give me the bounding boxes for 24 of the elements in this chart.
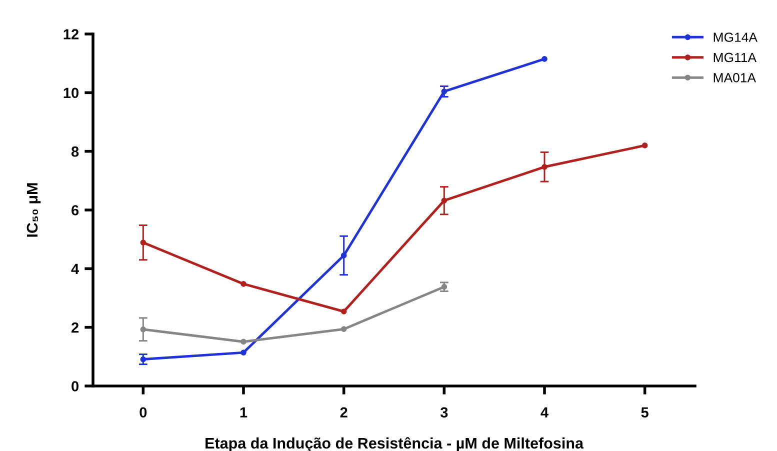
point [240, 338, 246, 345]
point [340, 308, 347, 314]
y-tick-label: 2 [72, 322, 79, 333]
y-tick-label: 12 [64, 29, 79, 40]
x-tick-label: 1 [240, 407, 248, 418]
y-tick-label: 4 [71, 264, 80, 274]
y-axis-title: IC₅₀ μM [26, 183, 41, 237]
x-tick-label: 4 [540, 407, 548, 418]
point [642, 142, 648, 148]
y-tick-label: 6 [72, 205, 79, 216]
point [542, 56, 548, 62]
x-tick-label: 5 [641, 407, 648, 418]
y-tick-label: 10 [64, 88, 79, 98]
legend-label: MA01A [714, 73, 756, 82]
x-tick-label: 3 [440, 407, 448, 418]
point [240, 350, 246, 356]
x-tick-label: 2 [340, 407, 348, 418]
point [340, 326, 347, 332]
y-tick-label: 0 [72, 381, 79, 392]
legend-label: MG11A [714, 52, 757, 62]
x-tick-label: 0 [140, 407, 147, 418]
legend-label: MG14A [714, 32, 758, 42]
point [240, 281, 246, 287]
y-tick-label: 8 [71, 146, 79, 157]
